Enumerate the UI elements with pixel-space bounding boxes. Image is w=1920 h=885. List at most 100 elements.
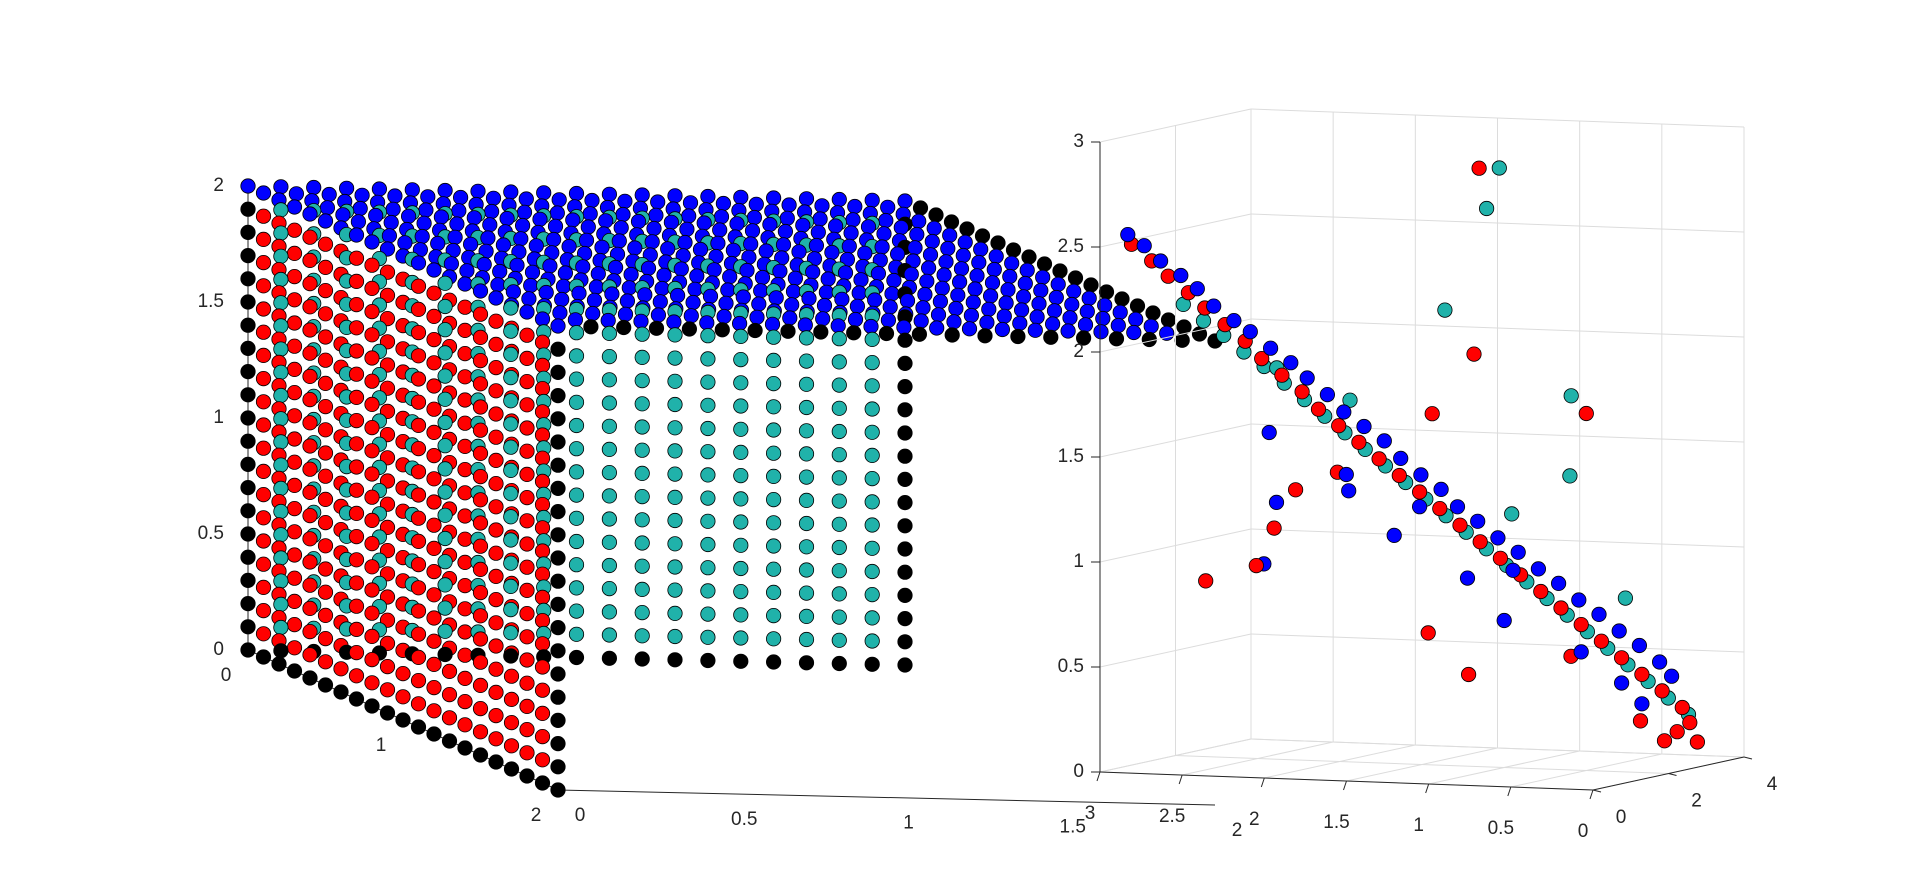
cube-point-1159 [897,634,913,650]
cube-point-661 [472,352,489,369]
cube-point-480 [915,300,931,316]
cube-point-1057 [503,578,519,595]
cube-point-30 [864,192,880,208]
cube-point-988 [765,538,782,554]
cube-point-814 [410,440,427,457]
cube-point-909 [831,493,847,509]
cube-point-216 [561,238,577,255]
cube-point-751 [534,404,551,420]
y-tick-0: 0 [575,805,586,826]
cube-point-816 [601,441,618,457]
x-tick-1: 1 [376,735,387,756]
cube-point-614 [1043,329,1059,345]
cube-point-920 [240,503,256,519]
cube-point-506 [1145,305,1161,321]
cube-point-1106 [667,605,683,622]
cube-point-818 [364,443,380,459]
cube-point-1012 [437,554,453,570]
cube-point-1199 [426,656,442,673]
cube-point-836 [286,454,303,470]
cube-point-1230 [364,698,380,714]
z-tick-1: 1 [1073,551,1084,572]
cube-point-524 [426,308,442,324]
cube-point-235 [791,244,807,260]
cube-point-44 [781,197,797,213]
cube-point-652 [601,348,618,365]
cube-point-754 [286,408,303,424]
grid-side-z-0.5 [1099,633,1252,668]
cube-point-766 [437,414,453,431]
cube-point-759 [550,411,566,427]
cube-point-229 [1005,242,1022,258]
z-tick-2: 2 [213,175,224,196]
scatter-point-113 [1226,312,1242,329]
cube-point-340 [722,269,738,285]
cube-point-10 [255,185,272,201]
cube-point-777 [364,419,380,436]
z-tick-1.5: 1.5 [198,291,224,312]
scatter-point-7 [1682,714,1698,731]
cube-point-692 [568,371,585,387]
cube-point-251 [273,248,289,264]
cube-point-844 [348,459,365,475]
cube-point-1082 [286,593,303,610]
cube-point-831 [897,448,913,464]
cube-point-1256 [550,759,566,775]
y-tickmark-0 [1592,789,1602,793]
cube-point-1027 [733,560,749,577]
cube-point-1059 [255,579,272,596]
cube-point-475 [302,299,318,315]
cube-point-698 [700,374,716,390]
cube-point-211 [808,237,825,254]
cube-point-159 [909,226,925,243]
right-markers [1120,160,1706,750]
cube-point-101 [812,211,828,227]
cube-point-439 [521,291,537,307]
cube-point-119 [696,215,712,231]
cube-point-384 [410,278,427,294]
cube-point-8 [503,184,519,200]
z-tick-0: 0 [213,639,224,660]
cube-point-981 [634,535,650,551]
scatter-point-91 [1479,200,1495,217]
cube-point-1142 [410,626,427,642]
cube-point-88 [681,208,697,224]
cube-point-712 [488,383,504,399]
cube-point-616 [798,330,815,346]
x-tickmark-1.5 [1343,780,1347,791]
cube-point-1185 [601,650,618,666]
cube-point-457 [718,295,734,311]
cube-point-141 [679,221,695,237]
cube-point-346 [787,270,804,286]
cube-point-621 [864,331,880,347]
cube-point-691 [410,371,427,387]
cube-point-695 [364,373,380,389]
cube-point-529 [1062,310,1078,326]
scatter-point-98 [1491,160,1507,176]
cube-point-1070 [765,584,782,601]
scatter-point-66 [1563,388,1579,404]
cube-point-830 [426,447,442,464]
grid-side-z-1 [1099,528,1252,563]
cube-point-4 [371,181,387,197]
cube-point-809 [457,438,473,454]
cube-point-413 [818,284,835,300]
cube-point-534 [534,311,551,327]
cube-point-363 [951,274,968,290]
cube-point-817 [634,442,650,458]
scatter-point-28 [1593,633,1610,649]
cube-point-481 [503,300,519,316]
cube-point-204 [743,236,759,252]
cube-point-543 [488,313,504,329]
cube-point-743 [472,399,489,415]
cube-point-190 [611,233,627,249]
cube-point-339 [286,268,303,285]
cube-point-36 [650,194,666,210]
cube-point-1243 [519,721,535,738]
x-tick-2.5: 2.5 [1159,806,1185,827]
cube-point-429 [982,288,999,304]
cube-point-557 [240,317,256,333]
scatter-point-35 [1652,654,1668,670]
cube-point-857 [601,464,618,481]
cube-point-444 [867,292,883,308]
